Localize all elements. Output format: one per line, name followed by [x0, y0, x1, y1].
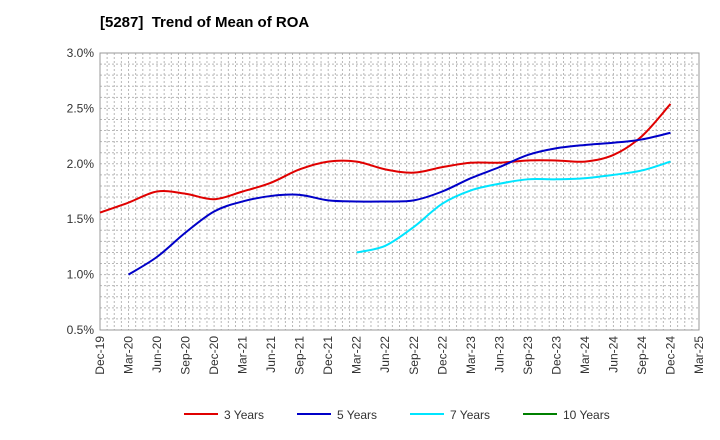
legend-label: 3 Years [224, 408, 264, 422]
x-tick-label: Dec-22 [435, 336, 449, 375]
y-tick-label: 2.5% [67, 101, 95, 115]
chart-title: [5287] Trend of Mean of ROA [100, 14, 310, 31]
x-tick-label: Dec-20 [207, 336, 221, 375]
series-line-2 [127, 131, 671, 276]
x-tick-label: Dec-21 [321, 336, 335, 375]
grid [99, 52, 700, 331]
x-tick-label: Dec-23 [549, 336, 563, 375]
x-tick-label: Jun-24 [606, 336, 620, 373]
series-line-3 [356, 160, 671, 254]
x-tick-label: Dec-19 [93, 336, 107, 375]
x-tick-label: Jun-23 [492, 336, 506, 373]
legend-label: 5 Years [337, 408, 377, 422]
y-tick-label: 2.0% [67, 157, 95, 171]
legend-label: 7 Years [450, 408, 490, 422]
x-tick-label: Sep-23 [521, 336, 535, 375]
x-tick-label: Jun-20 [150, 336, 164, 373]
x-tick-label: Jun-22 [378, 336, 392, 373]
x-tick-label: Jun-21 [264, 336, 278, 373]
y-tick-label: 0.5% [67, 323, 95, 337]
x-axis: Dec-19 Mar-20 Jun-20 Sep-20 Dec-20 Mar-21 Jun-… [93, 336, 706, 375]
x-tick-label: Sep-24 [635, 336, 649, 375]
y-tick-label: 3.0% [67, 46, 95, 60]
x-tick-label: Mar-25 [692, 336, 706, 374]
series-lines [99, 103, 672, 276]
plot-frame [99, 52, 700, 331]
x-tick-label: Mar-22 [350, 336, 364, 374]
x-tick-label: Mar-23 [464, 336, 478, 374]
y-tick-label: 1.5% [67, 212, 95, 226]
legend-label: 10 Years [563, 408, 610, 422]
x-tick-label: Mar-21 [236, 336, 250, 374]
series-line-1 [99, 103, 672, 214]
x-tick-label: Mar-20 [122, 336, 136, 374]
x-tick-label: Mar-24 [578, 336, 592, 374]
x-tick-label: Sep-20 [179, 336, 193, 375]
y-axis: 0.5% 1.0% 1.5% 2.0% 2.5% 3.0% [67, 46, 95, 337]
x-tick-label: Sep-22 [407, 336, 421, 375]
legend: 3 Years 5 Years 7 Years 10 Years [184, 408, 610, 422]
x-tick-label: Dec-24 [663, 336, 677, 375]
y-tick-label: 1.0% [67, 268, 95, 282]
x-tick-label: Sep-21 [293, 336, 307, 375]
